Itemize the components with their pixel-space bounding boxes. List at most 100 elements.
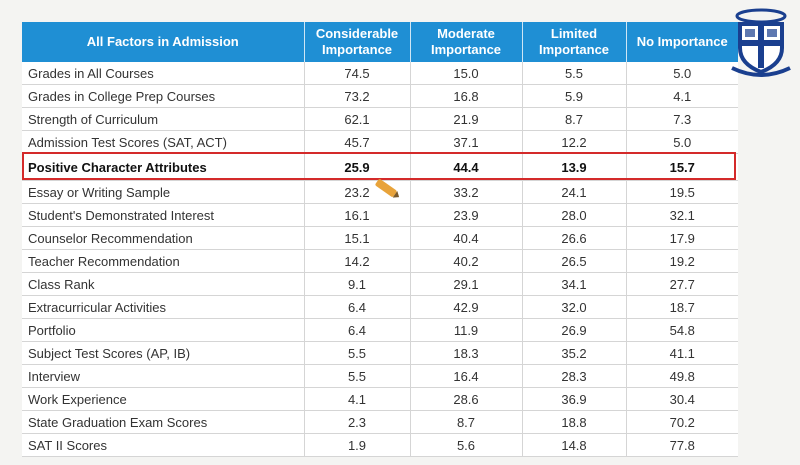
column-header: Moderate Importance xyxy=(410,22,523,62)
percentage-cell: 28.0 xyxy=(522,203,627,227)
factor-name-cell: Extracurricular Activities xyxy=(22,295,305,319)
column-header: Considerable Importance xyxy=(304,22,411,62)
percentage-cell: 18.7 xyxy=(626,295,738,319)
percentage-cell: 26.6 xyxy=(522,226,627,250)
percentage-cell: 4.1 xyxy=(626,84,738,108)
table-row: Work Experience 4.1 28.6 36.9 30.4 xyxy=(22,387,738,411)
percentage-cell: 11.9 xyxy=(410,318,523,342)
percentage-cell: 40.4 xyxy=(410,226,523,250)
percentage-cell: 5.0 xyxy=(626,62,738,85)
percentage-cell: 26.5 xyxy=(522,249,627,273)
percentage-cell: 15.1 xyxy=(304,226,411,250)
percentage-cell: 28.3 xyxy=(522,364,627,388)
percentage-cell: 14.8 xyxy=(522,433,627,457)
percentage-cell: 45.7 xyxy=(304,130,411,154)
factor-name-cell: Essay or Writing Sample xyxy=(22,180,305,204)
table-row: Class Rank 9.1 29.1 34.1 27.7 xyxy=(22,272,738,296)
table-row: SAT II Scores 1.9 5.6 14.8 77.8 xyxy=(22,433,738,457)
percentage-cell: 14.2 xyxy=(304,249,411,273)
factor-name-cell: Work Experience xyxy=(22,387,305,411)
percentage-cell: 5.5 xyxy=(522,62,627,85)
factor-name-cell: SAT II Scores xyxy=(22,433,305,457)
admission-factors-table-wrap: All Factors in Admission Considerable Imp… xyxy=(22,22,738,457)
percentage-cell: 74.5 xyxy=(304,62,411,85)
percentage-cell: 42.9 xyxy=(410,295,523,319)
percentage-cell: 34.1 xyxy=(522,272,627,296)
table-row: Admission Test Scores (SAT, ACT) 45.7 37.1… xyxy=(22,130,738,154)
percentage-cell: 41.1 xyxy=(626,341,738,365)
percentage-cell: 54.8 xyxy=(626,318,738,342)
percentage-cell: 49.8 xyxy=(626,364,738,388)
table-row: Counselor Recommendation 15.1 40.4 26.6 17.9 xyxy=(22,226,738,250)
factor-name-cell: Strength of Curriculum xyxy=(22,107,305,131)
percentage-cell: 35.2 xyxy=(522,341,627,365)
percentage-cell: 5.6 xyxy=(410,433,523,457)
percentage-cell: 8.7 xyxy=(410,410,523,434)
table-row: Grades in College Prep Courses 73.2 16.8 5.… xyxy=(22,84,738,108)
percentage-cell: 16.4 xyxy=(410,364,523,388)
percentage-cell: 26.9 xyxy=(522,318,627,342)
percentage-cell: 5.9 xyxy=(522,84,627,108)
percentage-cell: 16.8 xyxy=(410,84,523,108)
percentage-cell: 36.9 xyxy=(522,387,627,411)
percentage-cell: 44.4 xyxy=(410,153,523,181)
factor-name-cell: Class Rank xyxy=(22,272,305,296)
percentage-cell: 5.5 xyxy=(304,364,411,388)
percentage-cell: 40.2 xyxy=(410,249,523,273)
factor-name-cell: Grades in College Prep Courses xyxy=(22,84,305,108)
percentage-cell: 37.1 xyxy=(410,130,523,154)
factor-name-cell: Admission Test Scores (SAT, ACT) xyxy=(22,130,305,154)
percentage-cell: 21.9 xyxy=(410,107,523,131)
percentage-cell: 16.1 xyxy=(304,203,411,227)
percentage-cell: 18.3 xyxy=(410,341,523,365)
percentage-cell: 19.5 xyxy=(626,180,738,204)
factor-name-cell: State Graduation Exam Scores xyxy=(22,410,305,434)
percentage-cell: 29.1 xyxy=(410,272,523,296)
table-row: Student's Demonstrated Interest 16.1 23.9 2… xyxy=(22,203,738,227)
percentage-cell: 15.7 xyxy=(626,153,738,181)
table-row: Subject Test Scores (AP, IB) 5.5 18.3 35.2 4… xyxy=(22,341,738,365)
table-body: Grades in All Courses 74.5 15.0 5.5 5.0 Grade… xyxy=(22,62,738,457)
table-row: Strength of Curriculum 62.1 21.9 8.7 7.3 xyxy=(22,107,738,131)
table-row: Portfolio 6.4 11.9 26.9 54.8 xyxy=(22,318,738,342)
percentage-cell: 24.1 xyxy=(522,180,627,204)
table-row: Teacher Recommendation 14.2 40.2 26.5 19.2 xyxy=(22,249,738,273)
percentage-cell: 5.5 xyxy=(304,341,411,365)
percentage-cell: 13.9 xyxy=(522,153,627,181)
table-row: Extracurricular Activities 6.4 42.9 32.0 18.… xyxy=(22,295,738,319)
percentage-cell: 4.1 xyxy=(304,387,411,411)
percentage-cell: 7.3 xyxy=(626,107,738,131)
percentage-cell: 5.0 xyxy=(626,130,738,154)
table-row: State Graduation Exam Scores 2.3 8.7 18.8 70… xyxy=(22,410,738,434)
university-seal-icon xyxy=(731,8,791,77)
percentage-cell: 2.3 xyxy=(304,410,411,434)
percentage-cell: 30.4 xyxy=(626,387,738,411)
percentage-cell: 6.4 xyxy=(304,295,411,319)
factor-name-cell: Positive Character Attributes xyxy=(22,153,305,181)
percentage-cell: 15.0 xyxy=(410,62,523,85)
admission-factors-table: All Factors in Admission Considerable Imp… xyxy=(22,22,738,457)
percentage-cell: 33.2 xyxy=(410,180,523,204)
percentage-cell: 62.1 xyxy=(304,107,411,131)
percentage-cell: 32.1 xyxy=(626,203,738,227)
percentage-cell: 9.1 xyxy=(304,272,411,296)
percentage-cell: 12.2 xyxy=(522,130,627,154)
percentage-cell: 77.8 xyxy=(626,433,738,457)
factor-name-cell: Counselor Recommendation xyxy=(22,226,305,250)
percentage-cell: 28.6 xyxy=(410,387,523,411)
percentage-cell: 6.4 xyxy=(304,318,411,342)
factor-name-cell: Student's Demonstrated Interest xyxy=(22,203,305,227)
column-header: All Factors in Admission xyxy=(22,22,305,62)
table-row: Interview 5.5 16.4 28.3 49.8 xyxy=(22,364,738,388)
percentage-cell: 17.9 xyxy=(626,226,738,250)
factor-name-cell: Teacher Recommendation xyxy=(22,249,305,273)
table-row: Grades in All Courses 74.5 15.0 5.5 5.0 xyxy=(22,62,738,85)
table-row: Positive Character Attributes 25.9 44.4 13.… xyxy=(22,153,738,181)
percentage-cell: 19.2 xyxy=(626,249,738,273)
table-row: Essay or Writing Sample 23.2 33.2 24.1 19.5 xyxy=(22,180,738,204)
percentage-cell: 25.9 xyxy=(304,153,411,181)
factor-name-cell: Portfolio xyxy=(22,318,305,342)
column-header: No Importance xyxy=(626,22,738,62)
percentage-cell: 70.2 xyxy=(626,410,738,434)
column-header: Limited Importance xyxy=(522,22,627,62)
